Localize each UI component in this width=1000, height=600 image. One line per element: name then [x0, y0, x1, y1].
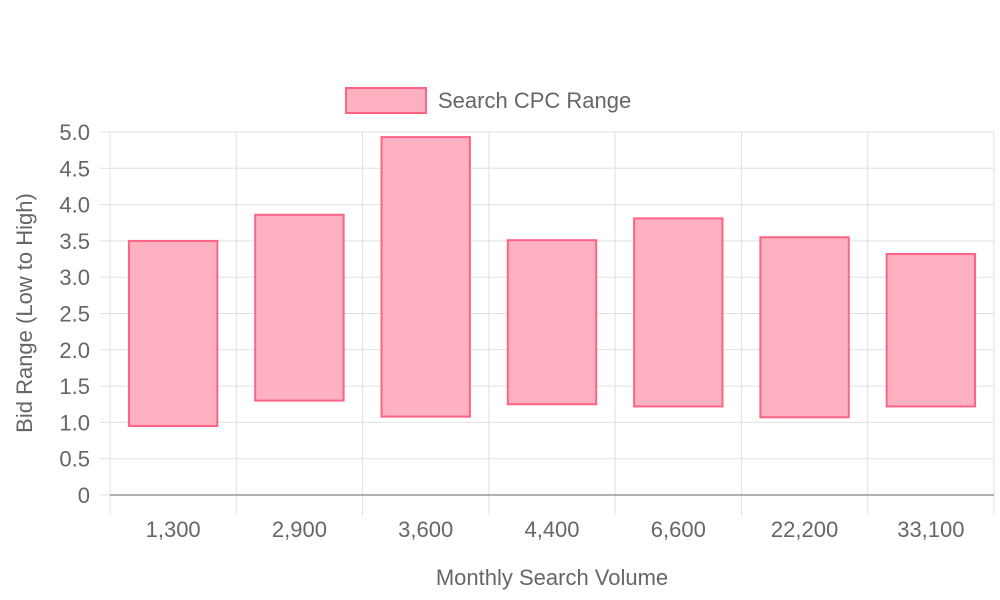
- legend-swatch: [345, 87, 427, 114]
- legend-label-search-cpc-range: Search CPC Range: [438, 88, 631, 113]
- y-tick-label: 0: [78, 483, 90, 508]
- y-tick-label: 4.0: [59, 193, 90, 218]
- x-tick-label: 33,100: [897, 517, 964, 542]
- bar-6600[interactable]: [633, 217, 724, 408]
- y-axis-title: Bid Range (Low to High): [12, 193, 37, 433]
- y-tick-label: 4.5: [59, 156, 90, 181]
- bar-4400[interactable]: [506, 239, 598, 406]
- legend[interactable]: Search CPC Range: [345, 87, 631, 114]
- bar-22200[interactable]: [759, 236, 850, 419]
- y-tick-label: 2.5: [59, 302, 90, 327]
- y-tick-label: 2.0: [59, 338, 90, 363]
- x-tick-label: 3,600: [398, 517, 453, 542]
- y-tick-label: 1.0: [59, 410, 90, 435]
- y-tick-label: 1.5: [59, 374, 90, 399]
- x-tick-label: 1,300: [146, 517, 201, 542]
- axes: 0 0.5 1.0 1.5 2.0 2.5 3.0 3.5 4.0 4.5 5.0 1,300 2,90…: [59, 120, 994, 542]
- y-tick-label: 5.0: [59, 120, 90, 145]
- x-tick-label: 22,200: [771, 517, 838, 542]
- x-tick-label: 6,600: [651, 517, 706, 542]
- bars: [127, 136, 977, 428]
- bar-3600[interactable]: [380, 136, 471, 418]
- bar-33100[interactable]: [885, 252, 977, 408]
- x-tick-label: 2,900: [272, 517, 327, 542]
- bar-1300[interactable]: [127, 239, 219, 428]
- x-axis-title: Monthly Search Volume: [436, 565, 668, 590]
- y-tick-label: 3.0: [59, 265, 90, 290]
- x-tick-label: 4,400: [524, 517, 579, 542]
- bar-2900[interactable]: [254, 213, 345, 402]
- y-tick-label: 3.5: [59, 229, 90, 254]
- y-tick-label: 0.5: [59, 447, 90, 472]
